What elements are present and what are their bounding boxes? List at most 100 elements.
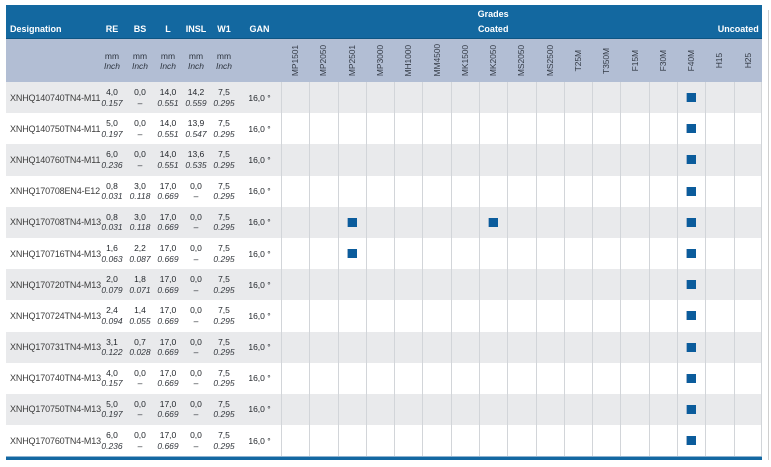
- insl-value-cell: 13,9 0.547: [182, 113, 210, 144]
- grade-cell-mm4500: [422, 237, 450, 270]
- value-mm: 0,0: [134, 398, 146, 409]
- bs-value-cell: 1,8 0.071: [126, 269, 154, 300]
- grades-title: Grades: [477, 9, 509, 19]
- grade-column-header-ms2500: MS2500: [536, 39, 564, 82]
- value-mm: 7,5: [218, 149, 230, 160]
- grade-available-mark: [687, 342, 697, 352]
- value-mm: 2,0: [106, 274, 118, 285]
- grade-column-header-f15m: F15M: [620, 39, 648, 82]
- value-inch: 0.236: [101, 159, 123, 170]
- unit-label: mm Inch: [98, 39, 126, 82]
- grade-cell-f30m: [648, 82, 677, 114]
- value-inch: 0.071: [129, 284, 151, 295]
- grade-cell-mk1500: [450, 113, 479, 145]
- grade-cell-mh1000: [394, 393, 422, 426]
- re-value-cell: 2,4 0.094: [98, 300, 126, 331]
- grade-cell-f30m: [648, 331, 677, 363]
- grade-column-label: MP2050: [318, 44, 329, 77]
- grade-available-mark: [489, 217, 499, 227]
- grade-cell-ms2500: [535, 144, 564, 176]
- grade-column-header-mk1500: MK1500: [451, 39, 479, 82]
- grade-cell-mp1501: [281, 300, 309, 332]
- grade-cell-mp2050: [309, 425, 337, 457]
- value-mm: 4,0: [106, 87, 118, 98]
- grade-cell-f15m: [620, 206, 648, 238]
- grade-cell-ms2500: [535, 362, 564, 394]
- gan-value-cell: 16,0 °: [248, 310, 271, 321]
- grade-cell-h25: [733, 393, 762, 426]
- gan-value-cell: 16,0 °: [248, 186, 271, 197]
- uncoated-group-label: Uncoated: [717, 24, 759, 34]
- grade-cell-mm4500: [422, 393, 450, 426]
- grade-cell-mp2501: [337, 175, 366, 207]
- grade-cell-h15: [705, 362, 733, 394]
- bs-value-cell: 0,0 –: [126, 363, 154, 394]
- re-value-cell: 2,0 0.079: [98, 269, 126, 300]
- unit-inch: Inch: [187, 60, 205, 71]
- value-mm: 3,1: [106, 336, 118, 347]
- value-inch: 0.295: [213, 284, 235, 295]
- gan-value-cell: 16,0 °: [248, 373, 271, 384]
- value-inch: 0.295: [213, 347, 235, 358]
- grade-cell-mp2501: [337, 269, 366, 301]
- grade-cell-mm4500: [422, 82, 450, 114]
- re-value-cell: 3,1 0.122: [98, 332, 126, 363]
- designation-cell: XNHQ170760TN4-M13: [10, 435, 101, 446]
- grade-cell-ms2500: [535, 393, 564, 426]
- value-mm: 0,0: [190, 211, 202, 222]
- grade-cell-mm4500: [422, 425, 450, 457]
- grade-cell-f30m: [648, 206, 677, 238]
- bs-value-cell: 0,0 –: [126, 144, 154, 175]
- value-inch: 0.547: [185, 128, 207, 139]
- grade-cell-f30m: [648, 113, 677, 145]
- value-inch: 0.295: [213, 253, 235, 264]
- grade-column-label: T25M: [572, 49, 583, 72]
- re-value-cell: 4,0 0.157: [98, 82, 126, 113]
- re-value-cell: 4,0 0.157: [98, 363, 126, 394]
- grade-cell-mp2501: [337, 144, 366, 176]
- unit-label: mm Inch: [210, 39, 238, 82]
- value-mm: 4,0: [106, 367, 118, 378]
- l-value-cell: 14,0 0.551: [154, 113, 182, 144]
- value-mm: 0,0: [190, 398, 202, 409]
- grade-cell-mp2501: [337, 82, 366, 114]
- grade-cell-ms2050: [507, 269, 535, 301]
- grade-cell-mp3000: [365, 206, 394, 238]
- grade-cell-mp2050: [309, 237, 337, 270]
- value-inch: 0.559: [185, 97, 207, 108]
- grade-cell-mh1000: [394, 82, 422, 114]
- grade-cell-t25m: [563, 144, 592, 176]
- value-inch: –: [193, 222, 199, 233]
- w1-value-cell: 7,5 0.295: [210, 207, 238, 238]
- grade-cell-f40m: [676, 206, 705, 238]
- grade-cell-mp1501: [281, 362, 309, 394]
- grade-cell-mk2050: [478, 269, 507, 301]
- value-inch: 0.197: [101, 128, 123, 139]
- insl-value-cell: 0,0 –: [182, 269, 210, 300]
- bs-value-cell: 0,0 –: [126, 113, 154, 144]
- grade-cell-t350m: [592, 113, 620, 145]
- re-value-cell: 5,0 0.197: [98, 394, 126, 425]
- grade-cell-mk2050: [478, 331, 507, 363]
- grade-cell-mp3000: [365, 144, 394, 176]
- value-mm: 0,7: [134, 336, 146, 347]
- unit-label: mm Inch: [182, 39, 210, 82]
- grade-cell-f30m: [648, 393, 677, 426]
- value-mm: 0,0: [190, 274, 202, 285]
- value-mm: 17,0: [159, 211, 177, 222]
- grade-cell-h15: [705, 82, 733, 114]
- grade-cell-mh1000: [394, 175, 422, 207]
- grade-cell-f15m: [620, 300, 648, 332]
- insl-value-cell: 14,2 0.559: [182, 82, 210, 113]
- value-mm: 2,2: [134, 243, 146, 254]
- grade-cell-mm4500: [422, 206, 450, 238]
- value-inch: 0.031: [101, 222, 123, 233]
- grade-cell-mp2501: [337, 113, 366, 145]
- grade-cell-mk2050: [478, 113, 507, 145]
- value-inch: –: [193, 440, 199, 451]
- unit-mm: mm: [104, 50, 120, 61]
- grade-cell-mk1500: [450, 175, 479, 207]
- value-inch: 0.295: [213, 440, 235, 451]
- grade-cell-ms2050: [507, 237, 535, 270]
- page-edge-line: [768, 10, 769, 460]
